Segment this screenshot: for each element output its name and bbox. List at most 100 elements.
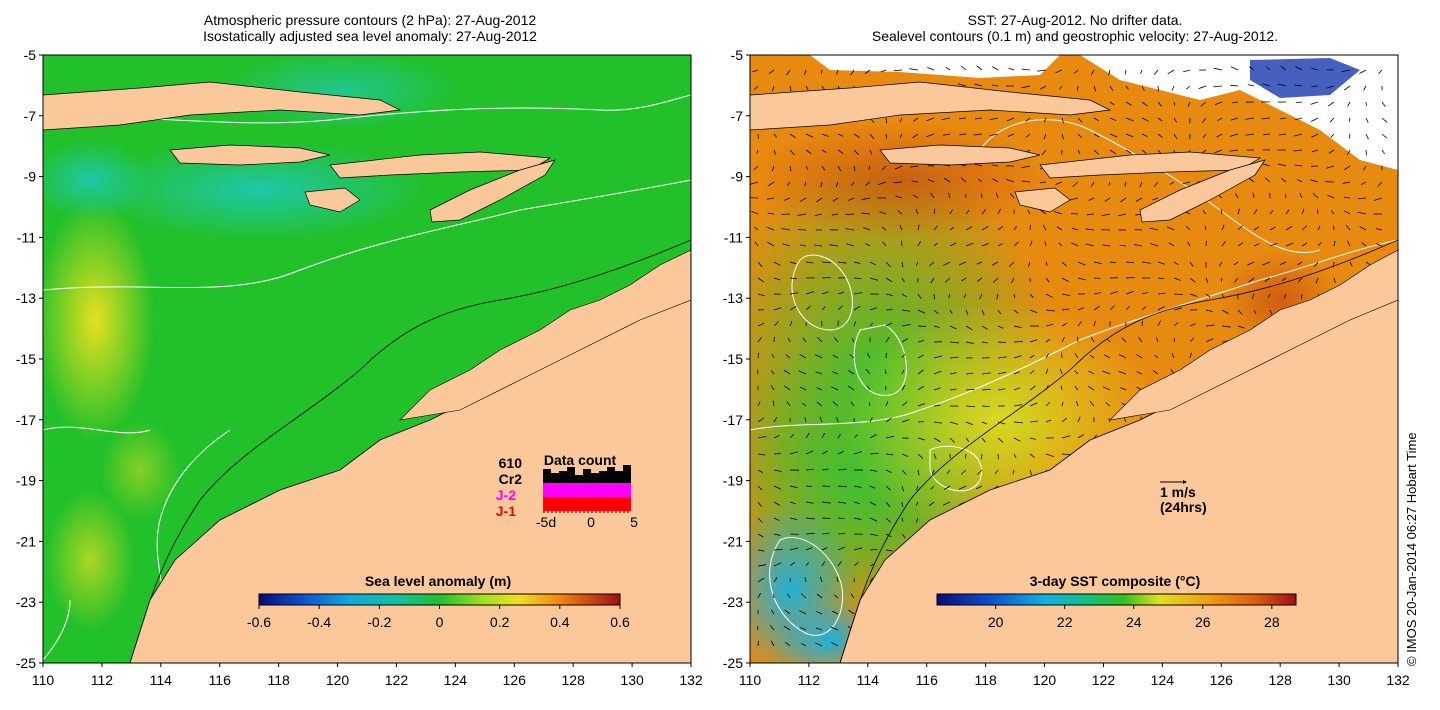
velocity-arrow xyxy=(1045,368,1049,375)
velocity-arrow xyxy=(885,293,893,297)
velocity-arrow xyxy=(1041,149,1047,156)
velocity-arrow xyxy=(821,547,828,551)
velocity-arrow xyxy=(1043,117,1047,123)
velocity-arrow xyxy=(821,306,826,311)
velocity-arrow xyxy=(1200,101,1207,107)
velocity-arrow xyxy=(1102,244,1111,247)
velocity-arrow xyxy=(1109,261,1116,264)
velocity-arrow xyxy=(767,212,775,215)
velocity-arrow xyxy=(836,69,839,75)
velocity-arrow xyxy=(861,197,871,201)
velocity-arrow xyxy=(933,242,938,247)
velocity-arrow xyxy=(1156,337,1159,343)
velocity-arrow xyxy=(1285,209,1290,215)
velocity-arrow xyxy=(885,501,891,508)
velocity-arrow xyxy=(909,165,919,168)
velocity-arrow xyxy=(801,642,807,647)
velocity-arrow xyxy=(1285,194,1287,199)
velocity-arrow xyxy=(864,69,871,75)
data-count-bar-j2 xyxy=(583,483,591,497)
velocity-arrow xyxy=(1125,277,1135,279)
velocity-arrow xyxy=(1329,117,1335,123)
velocity-arrow xyxy=(1357,211,1367,215)
velocity-arrow xyxy=(1106,338,1111,343)
velocity-arrow xyxy=(773,517,780,521)
velocity-arrow xyxy=(773,277,781,281)
velocity-arrow xyxy=(1025,117,1031,122)
velocity-arrow xyxy=(885,322,893,327)
velocity-arrow xyxy=(975,485,983,490)
velocity-arrow xyxy=(949,421,959,425)
velocity-arrow xyxy=(773,453,781,455)
velocity-arrow xyxy=(965,405,975,408)
velocity-arrow xyxy=(772,400,775,407)
sla-colorbar-ticks: -0.6 -0.4 -0.2 0 0.2 0.4 0.6 xyxy=(247,605,630,630)
velocity-arrow xyxy=(901,419,910,423)
velocity-arrow xyxy=(1245,133,1255,136)
velocity-arrow xyxy=(1280,177,1287,183)
velocity-arrow xyxy=(930,277,935,284)
velocity-arrow xyxy=(1168,242,1175,247)
velocity-arrow xyxy=(1061,133,1064,140)
velocity-arrow xyxy=(917,354,924,359)
velocity-arrow xyxy=(1357,197,1367,200)
velocity-arrow xyxy=(861,212,871,215)
velocity-arrow xyxy=(1157,85,1160,92)
velocity-arrow xyxy=(799,353,807,359)
left-title-line1: Atmospheric pressure contours (2 hPa): 2… xyxy=(203,12,537,28)
velocity-arrow xyxy=(756,149,759,154)
velocity-arrow xyxy=(1117,213,1127,217)
velocity-arrow xyxy=(915,517,919,523)
right-lon-tick-label: 128 xyxy=(1269,672,1293,688)
velocity-arrow xyxy=(1377,181,1383,187)
right-lon-tick-label: 110 xyxy=(739,672,762,688)
sla-colorbar-tick-label: -0.6 xyxy=(247,614,271,630)
velocity-arrow xyxy=(1125,149,1132,154)
left-lon-tick-label: 112 xyxy=(91,672,114,688)
velocity-arrow xyxy=(1264,177,1271,183)
velocity-arrow xyxy=(1088,197,1095,201)
velocity-arrow xyxy=(1189,277,1196,283)
velocity-arrow xyxy=(1182,181,1191,185)
velocity-arrow xyxy=(869,533,879,537)
velocity-arrow xyxy=(1021,85,1031,89)
velocity-arrow xyxy=(821,261,831,264)
velocity-arrow xyxy=(789,485,798,489)
velocity-arrow xyxy=(981,388,991,391)
velocity-arrow xyxy=(789,149,795,155)
velocity-arrow xyxy=(1006,178,1015,183)
velocity-arrow xyxy=(1173,307,1183,311)
velocity-arrow xyxy=(1220,209,1223,215)
velocity-arrow xyxy=(1262,261,1271,266)
velocity-arrow xyxy=(1345,224,1351,231)
right-lon-tick-label: 118 xyxy=(974,672,997,688)
velocity-arrow xyxy=(868,165,871,170)
data-count-bar-j1 xyxy=(543,497,551,511)
velocity-arrow xyxy=(799,610,807,615)
velocity-arrow xyxy=(785,641,791,647)
velocity-arrow xyxy=(821,501,831,504)
left-lat-tick-label: -23 xyxy=(16,594,36,610)
velocity-arrow xyxy=(869,501,877,506)
velocity-arrow xyxy=(1365,133,1369,140)
velocity-arrow xyxy=(789,261,797,265)
velocity-arrow xyxy=(804,577,807,583)
velocity-arrow xyxy=(786,181,791,187)
velocity-arrow xyxy=(1133,244,1143,247)
velocity-arrow xyxy=(1071,242,1079,247)
velocity-arrow xyxy=(991,84,999,87)
velocity-arrow xyxy=(1365,261,1371,266)
velocity-arrow xyxy=(1189,337,1195,343)
velocity-arrow xyxy=(815,627,823,631)
velocity-arrow xyxy=(1109,117,1117,121)
velocity-arrow xyxy=(1237,325,1245,329)
velocity-arrow xyxy=(996,293,999,300)
velocity-arrow xyxy=(1125,101,1132,106)
velocity-arrow xyxy=(1173,322,1179,327)
velocity-arrow xyxy=(901,338,909,343)
kimberley-coast xyxy=(399,249,691,421)
velocity-arrow xyxy=(1342,181,1351,184)
velocity-arrow xyxy=(853,321,857,327)
velocity-arrow xyxy=(1311,67,1319,71)
sla-low-patch xyxy=(220,55,460,130)
